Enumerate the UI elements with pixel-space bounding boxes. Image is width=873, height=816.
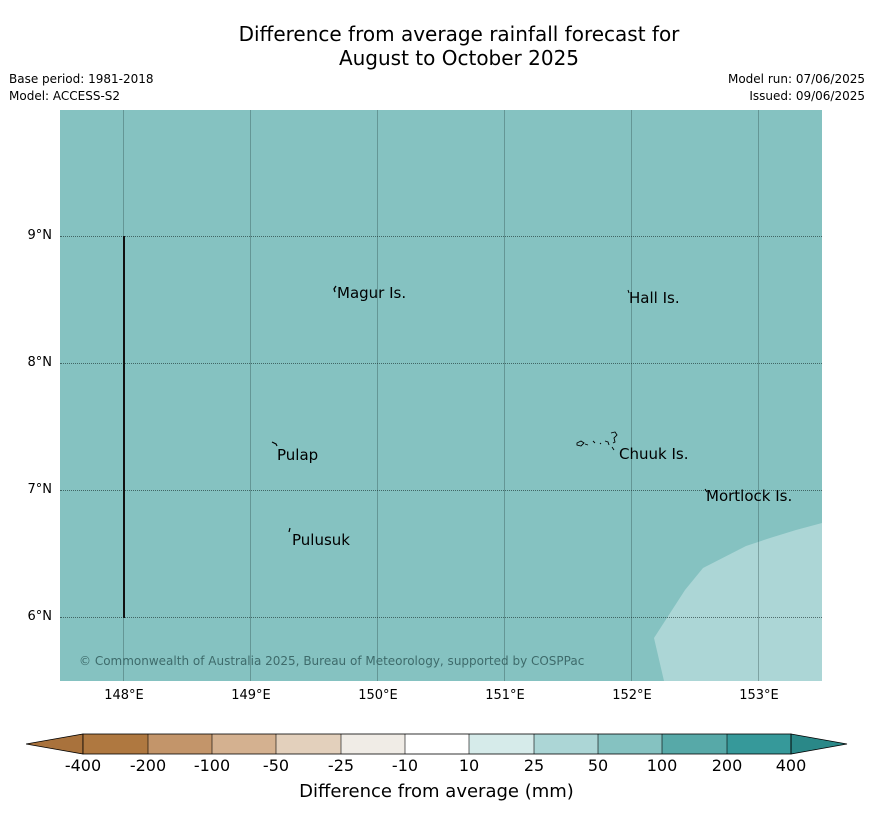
island-outlines (271, 285, 708, 533)
colorbar-bin (341, 734, 405, 754)
meta-left: Base period: 1981-2018 Model: ACCESS-S2 (9, 71, 154, 105)
title-line-2: August to October 2025 (338, 46, 580, 70)
lon-label: 150°E (358, 688, 398, 703)
chuuk-lagoon-shape (576, 431, 618, 451)
colorbar-frame (82, 733, 792, 755)
lat-label: 7°N (27, 482, 53, 497)
colorbar-tick: -25 (327, 756, 355, 775)
grid-lon-151 (504, 110, 505, 681)
colorbar-tick: -50 (262, 756, 290, 775)
place-label: Magur Is. (337, 284, 407, 302)
colorbar-dividers (147, 734, 728, 754)
hall-island-shape (627, 289, 630, 294)
title-line-1: Difference from average rainfall forecas… (238, 22, 680, 46)
colorbar (26, 733, 848, 755)
colorbar-bin (276, 734, 341, 754)
model-run: Model run: 07/06/2025 (727, 72, 865, 86)
pulap-island-shape (271, 441, 278, 447)
grid-lon-149 (250, 110, 251, 681)
colorbar-bin (83, 734, 148, 754)
magur-island-shape (333, 285, 337, 293)
colorbar-tick: 400 (775, 756, 807, 775)
colorbar-tick: 10 (458, 756, 480, 775)
colorbar-bin (469, 734, 534, 754)
grid-lat-9 (60, 236, 822, 237)
issued-date: Issued: 09/06/2025 (749, 89, 865, 103)
copyright-notice: © Commonwealth of Australia 2025, Bureau… (79, 654, 585, 668)
pulusuk-island-shape (288, 527, 291, 533)
colorbar-bin (405, 734, 469, 754)
colorbar-tick: 25 (523, 756, 545, 775)
grid-lat-6 (60, 617, 822, 618)
colorbar-bin (727, 734, 791, 754)
colorbar-tick: -400 (64, 756, 102, 775)
colorbar-tick: -200 (129, 756, 167, 775)
grid-lon-153 (758, 110, 759, 681)
boundary-line (123, 236, 125, 618)
lat-label: 9°N (27, 228, 53, 243)
lat-label: 8°N (27, 355, 53, 370)
colorbar-low-extend (26, 733, 84, 755)
model-name: Model: ACCESS-S2 (9, 89, 121, 103)
lon-label: 148°E (104, 688, 144, 703)
colorbar-tick: -10 (391, 756, 419, 775)
colorbar-bin (212, 734, 276, 754)
colorbar-tick: 50 (587, 756, 609, 775)
grid-lon-150 (377, 110, 378, 681)
place-label: Hall Is. (629, 289, 680, 307)
lon-label: 153°E (739, 688, 779, 703)
place-label: Chuuk Is. (619, 445, 689, 463)
colorbar-tick: 100 (646, 756, 678, 775)
colorbar-tick: -100 (193, 756, 231, 775)
meta-right: Model run: 07/06/2025 Issued: 09/06/2025 (728, 71, 865, 105)
lat-label: 6°N (27, 609, 53, 624)
lon-label: 152°E (612, 688, 652, 703)
mortlock-island-shape (704, 488, 708, 493)
place-label: Mortlock Is. (706, 487, 793, 505)
colorbar-tick: 200 (711, 756, 743, 775)
grid-lat-8 (60, 363, 822, 364)
colorbar-bin (662, 734, 727, 754)
place-label: Pulap (277, 446, 319, 464)
lon-label: 151°E (485, 688, 525, 703)
colorbar-bin (598, 734, 662, 754)
lon-label: 149°E (231, 688, 271, 703)
base-period: Base period: 1981-2018 (9, 72, 154, 86)
rainfall-field (654, 523, 822, 681)
grid-lon-152 (631, 110, 632, 681)
colorbar-high-extend (790, 733, 848, 755)
colorbar-label: Difference from average (mm) (299, 781, 574, 802)
colorbar-bin (534, 734, 598, 754)
lighter-rainfall-zone (654, 523, 822, 681)
colorbar-bin (148, 734, 212, 754)
place-label: Pulusuk (292, 531, 350, 549)
map-panel: Magur Is. Hall Is. Pulap Chuuk Is. Mortl… (60, 110, 822, 681)
map-title: Difference from average rainfall forecas… (0, 22, 873, 70)
grid-lat-7 (60, 490, 822, 491)
